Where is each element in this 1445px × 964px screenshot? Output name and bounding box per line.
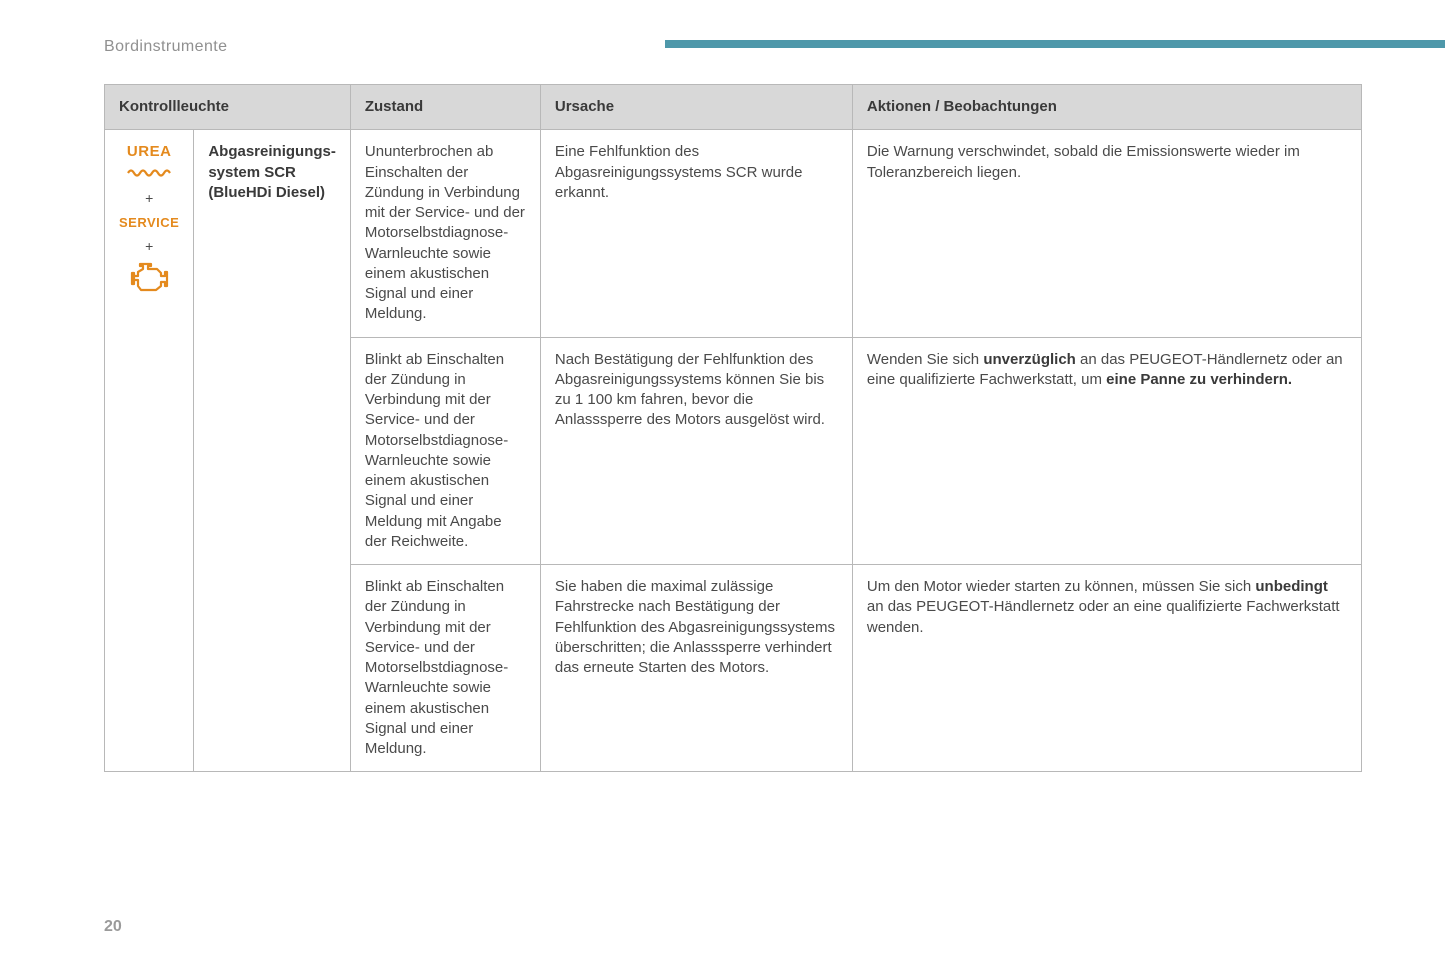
service-icon: SERVICE [119,214,179,232]
th-zustand: Zustand [350,85,540,130]
state-cell: Blinkt ab Einschalten der Zündung in Ver… [350,337,540,565]
cause-cell: Eine Fehlfunktion des Abgasreinigungssys… [540,130,852,337]
th-kontrollleuchte: Kontrollleuchte [105,85,351,130]
page-number: 20 [104,918,122,936]
engine-icon [129,262,169,294]
plus-separator: + [145,237,153,256]
action-text: an das PEUGEOT-Händlernetz oder an eine … [867,598,1340,635]
urea-text: UREA [127,142,172,162]
icon-stack: UREA + SERVICE + [119,142,179,294]
name-line: (BlueHDi Diesel) [208,184,325,201]
th-ursache: Ursache [540,85,852,130]
urea-icon: UREA [127,142,172,183]
action-cell: Die Warnung verschwindet, sobald die Emi… [852,130,1361,337]
name-line: Abgasreinigungs- [208,143,336,160]
action-cell: Wenden Sie sich unverzüglich an das PEUG… [852,337,1361,565]
state-cell: Blinkt ab Einschalten der Zündung in Ver… [350,565,540,772]
action-cell: Um den Motor wieder starten zu können, m… [852,565,1361,772]
plus-separator: + [145,189,153,208]
indicator-name-cell: Abgasreinigungs- system SCR (BlueHDi Die… [194,130,351,772]
table-row: UREA + SERVICE + Abgasre [105,130,1362,337]
cause-cell: Sie haben die maximal zulässige Fahrstre… [540,565,852,772]
urea-wave-icon [127,167,171,177]
indicator-icon-cell: UREA + SERVICE + [105,130,194,772]
state-cell: Ununterbrochen ab Einschalten der Zündun… [350,130,540,337]
warning-lights-table: Kontrollleuchte Zustand Ursache Aktionen… [104,84,1362,772]
cause-cell: Nach Bestätigung der Fehlfunktion des Ab… [540,337,852,565]
action-bold: eine Panne zu verhindern. [1106,371,1292,388]
action-text: Wenden Sie sich [867,351,983,368]
header-accent-bar [665,40,1445,48]
name-line: system SCR [208,164,296,181]
th-aktionen: Aktionen / Beobachtungen [852,85,1361,130]
action-bold: unverzüglich [983,351,1076,368]
action-text: Um den Motor wieder starten zu können, m… [867,578,1256,595]
table-header-row: Kontrollleuchte Zustand Ursache Aktionen… [105,85,1362,130]
action-bold: unbedingt [1255,578,1327,595]
section-title: Bordinstrumente [104,38,227,56]
